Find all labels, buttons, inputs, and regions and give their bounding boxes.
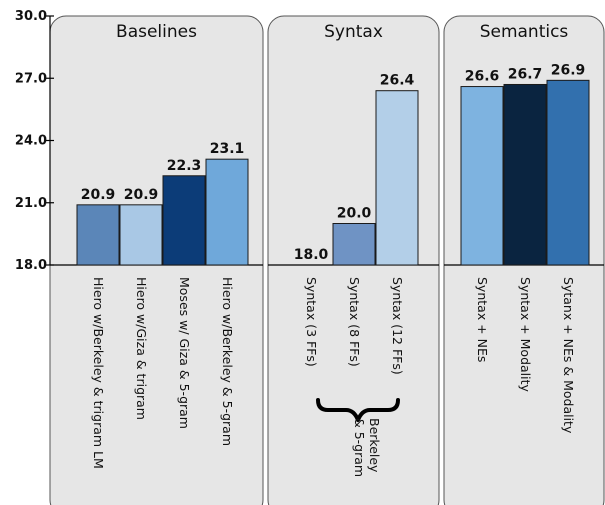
bar-value-label: 26.9: [551, 62, 586, 78]
bar: [162, 175, 206, 266]
panel-title-semantics: Semantics: [480, 22, 569, 42]
bar: [503, 83, 547, 266]
y-tick-label: 21.0: [15, 196, 47, 211]
bar: [76, 204, 120, 266]
category-label: Hiero w/Berkeley & trigram LM: [91, 277, 106, 469]
bar-value-label: 26.7: [508, 66, 543, 82]
category-label: Moses w/ Giza & 5-gram: [177, 277, 192, 429]
bar-value-label: 22.3: [167, 158, 202, 174]
bar: [205, 158, 249, 266]
brace-note-label: & 5-gram: [352, 418, 367, 477]
bar-value-label: 20.0: [337, 206, 372, 222]
category-label: Hiero w/Giza & trigram: [134, 277, 149, 420]
bar-value-label: 20.9: [81, 187, 116, 203]
bar: [375, 90, 419, 266]
group-brace: [316, 398, 400, 422]
category-label: Syntax (3 FFs): [304, 277, 319, 367]
bar-value-label: 18.0: [294, 247, 329, 263]
bars: [76, 79, 590, 266]
category-label: Sytanx + NEs & Modality: [561, 277, 576, 434]
category-label: Hiero w/Berkeley & 5-gram: [220, 277, 235, 446]
brace-note-label: Berkeley: [367, 418, 382, 473]
bar: [119, 204, 163, 266]
category-label: Syntax (8 FFs): [347, 277, 362, 367]
panel-title-syntax: Syntax: [324, 22, 383, 42]
bar-value-label: 23.1: [210, 141, 245, 157]
category-label: Syntax (12 FFs): [390, 277, 405, 375]
labels: Baselines Syntax Semantics 30.0 27.0 24.0 21.0…: [15, 9, 585, 477]
y-tick-label: 30.0: [15, 9, 47, 24]
y-tick-label: 24.0: [15, 134, 47, 149]
y-tick-label: 27.0: [15, 71, 47, 86]
bar: [546, 79, 590, 266]
category-label: Syntax + Modality: [518, 277, 533, 393]
panel-title-baselines: Baselines: [116, 22, 197, 42]
bar: [332, 223, 376, 266]
category-label: Syntax + NEs: [475, 277, 490, 362]
bar: [460, 86, 504, 266]
bar-value-label: 26.6: [465, 69, 500, 85]
bar-value-label: 26.4: [380, 73, 415, 89]
bar-value-label: 20.9: [124, 187, 159, 203]
y-tick-label: 18.0: [15, 258, 47, 273]
